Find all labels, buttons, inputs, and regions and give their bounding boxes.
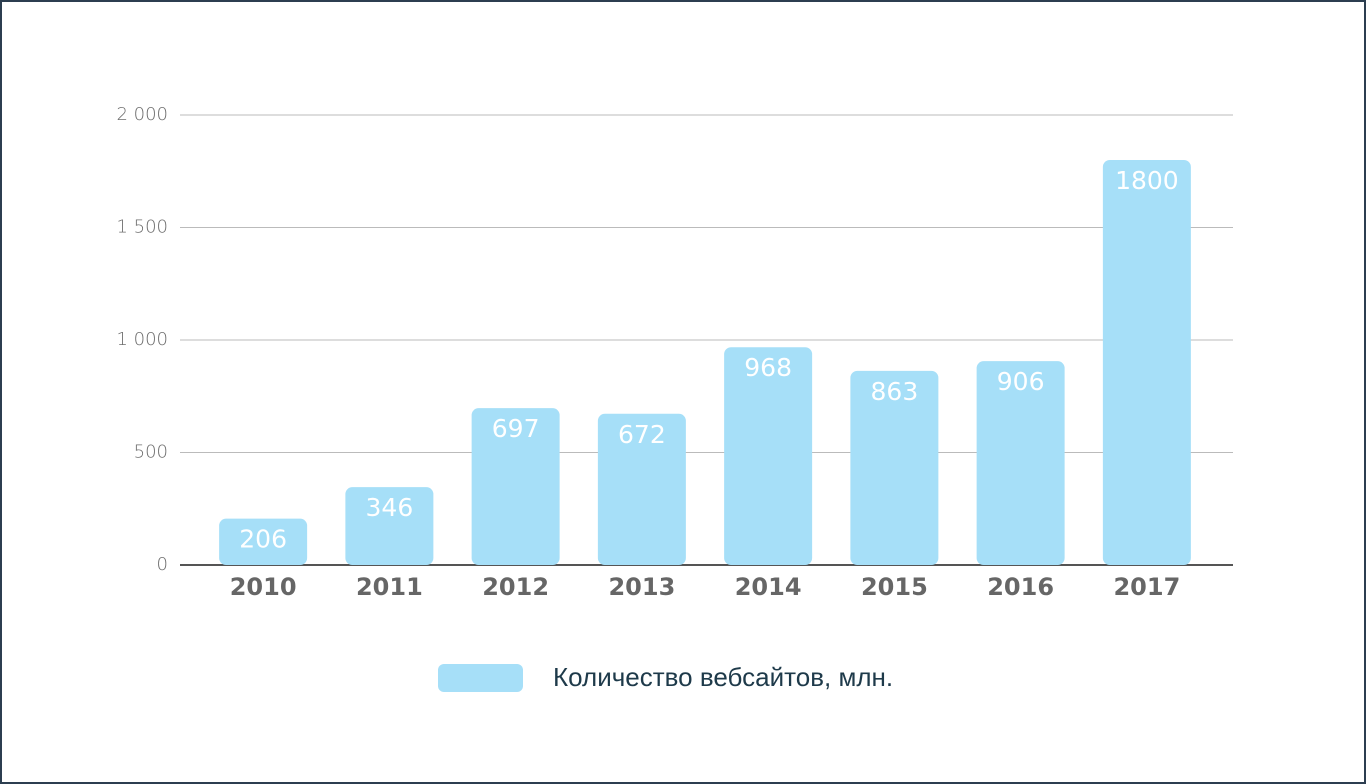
x-tick-label: 2017	[1113, 573, 1180, 601]
value-label: 672	[618, 420, 666, 449]
y-tick-label: 0	[157, 554, 168, 575]
bar	[1102, 160, 1191, 565]
bar	[345, 487, 434, 565]
x-tick-label: 2011	[356, 573, 423, 601]
x-tick-label: 2016	[987, 573, 1054, 601]
y-tick-label: 500	[134, 442, 168, 463]
x-tick-label: 2015	[861, 573, 928, 601]
value-label: 206	[239, 525, 287, 554]
x-tick-label: 2013	[608, 573, 675, 601]
legend-swatch	[438, 664, 523, 692]
x-tick-label: 2012	[482, 573, 549, 601]
bar	[597, 413, 686, 565]
y-tick-label: 1 000	[116, 329, 168, 350]
value-label: 1800	[1115, 166, 1179, 195]
legend-label: Количество вебсайтов, млн.	[553, 662, 893, 692]
value-label: 697	[492, 414, 540, 443]
x-tick-label: 2014	[735, 573, 802, 601]
y-tick-label: 1 500	[116, 217, 168, 238]
bar	[850, 370, 939, 565]
value-label: 346	[366, 493, 414, 522]
bar	[724, 347, 813, 565]
value-label: 863	[871, 377, 919, 406]
value-label: 906	[997, 367, 1045, 396]
bar	[219, 518, 308, 565]
x-tick-label: 2010	[230, 573, 297, 601]
bar	[471, 408, 560, 565]
bar	[976, 361, 1065, 565]
value-label: 968	[744, 353, 792, 382]
y-tick-label: 2 000	[116, 104, 168, 125]
